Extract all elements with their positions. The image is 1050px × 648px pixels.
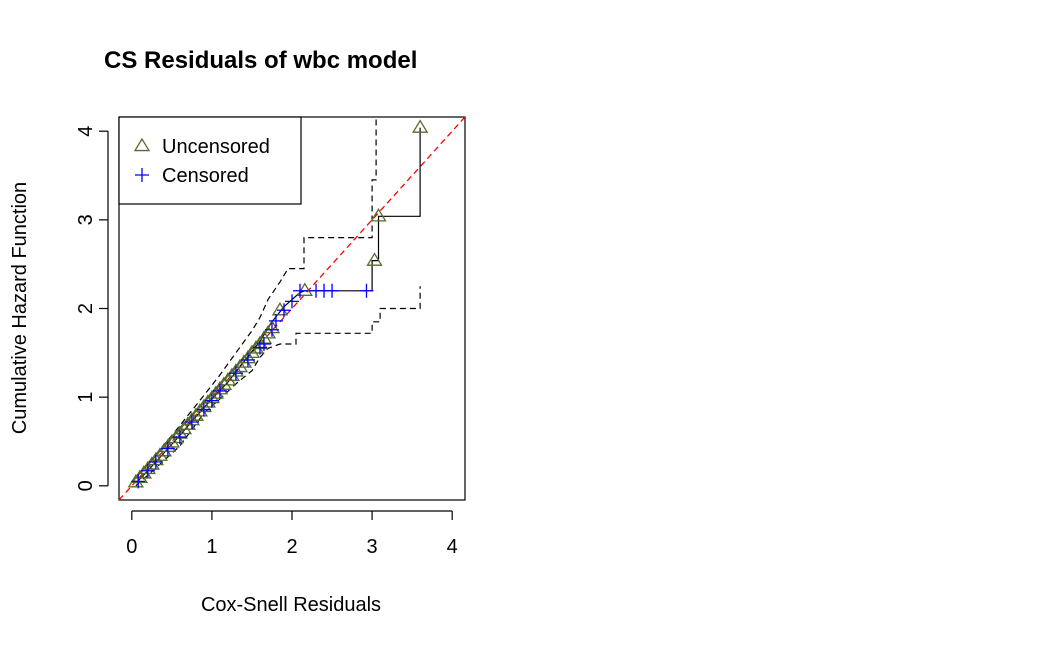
uncensored-point xyxy=(370,208,387,222)
uncensored-point xyxy=(366,252,383,266)
chart-title: CS Residuals of wbc model xyxy=(104,47,417,74)
censored-point xyxy=(276,303,291,318)
uncensored-point xyxy=(187,407,205,421)
uncensored-point xyxy=(131,469,148,484)
x-axis-label: Cox-Snell Residuals xyxy=(201,594,381,616)
censored-point xyxy=(285,294,299,309)
censored-point xyxy=(268,313,283,328)
censored-point xyxy=(252,340,267,355)
censored-point xyxy=(240,352,255,367)
censored-point xyxy=(196,402,211,417)
x-tick-label: 0 xyxy=(126,536,137,558)
upper-band-line xyxy=(135,117,377,478)
uncensored-point xyxy=(215,376,233,390)
uncensored-point xyxy=(231,358,249,373)
x-tick-label: 3 xyxy=(367,536,378,558)
legend-box xyxy=(118,116,302,205)
uncensored-point xyxy=(243,344,261,359)
uncensored-point xyxy=(163,434,181,448)
censored-point xyxy=(293,283,308,298)
censored-point xyxy=(148,454,163,469)
legend-censored-icon xyxy=(135,168,149,182)
uncensored-point xyxy=(151,447,169,461)
confidence-bands xyxy=(135,117,421,487)
uncensored-point xyxy=(271,302,289,316)
data-points xyxy=(127,119,429,489)
x-axis: 0 1 2 3 4 xyxy=(126,510,458,558)
legend-label: Uncensored xyxy=(162,136,270,158)
uncensored-point xyxy=(175,420,193,435)
uncensored-point xyxy=(219,372,237,386)
censored-point xyxy=(228,366,243,381)
x-tick-label: 2 xyxy=(286,536,297,558)
uncensored-point xyxy=(411,119,429,133)
censored-point xyxy=(131,474,146,489)
censored-point xyxy=(264,322,279,337)
legend-uncensored-icon xyxy=(133,137,151,152)
y-axis-label: Cumulative Hazard Function xyxy=(9,182,31,434)
y-tick-label: 0 xyxy=(75,480,97,491)
y-tick-label: 2 xyxy=(75,303,97,314)
plot-area xyxy=(118,116,466,501)
reference-line xyxy=(118,116,466,501)
censored-point xyxy=(140,463,155,478)
legend: Uncensored Censored xyxy=(118,116,302,205)
censored-point xyxy=(172,430,187,445)
y-tick-label: 4 xyxy=(75,126,97,137)
y-tick-label: 3 xyxy=(75,214,97,225)
censored-point xyxy=(359,283,374,298)
legend-label: Censored xyxy=(162,165,249,187)
y-tick-label: 1 xyxy=(75,392,97,403)
censored-point xyxy=(204,393,219,408)
censored-point xyxy=(256,336,271,351)
censored-point xyxy=(160,441,175,456)
x-tick-label: 1 xyxy=(206,536,217,558)
y-axis: 0 1 2 3 4 xyxy=(75,126,109,491)
censored-point xyxy=(212,383,227,398)
reference-diagonal xyxy=(118,116,466,501)
censored-point xyxy=(325,283,340,298)
x-tick-label: 4 xyxy=(447,536,458,558)
censored-point xyxy=(184,414,199,429)
lower-band-line xyxy=(135,286,421,487)
uncensored-point xyxy=(296,282,313,296)
